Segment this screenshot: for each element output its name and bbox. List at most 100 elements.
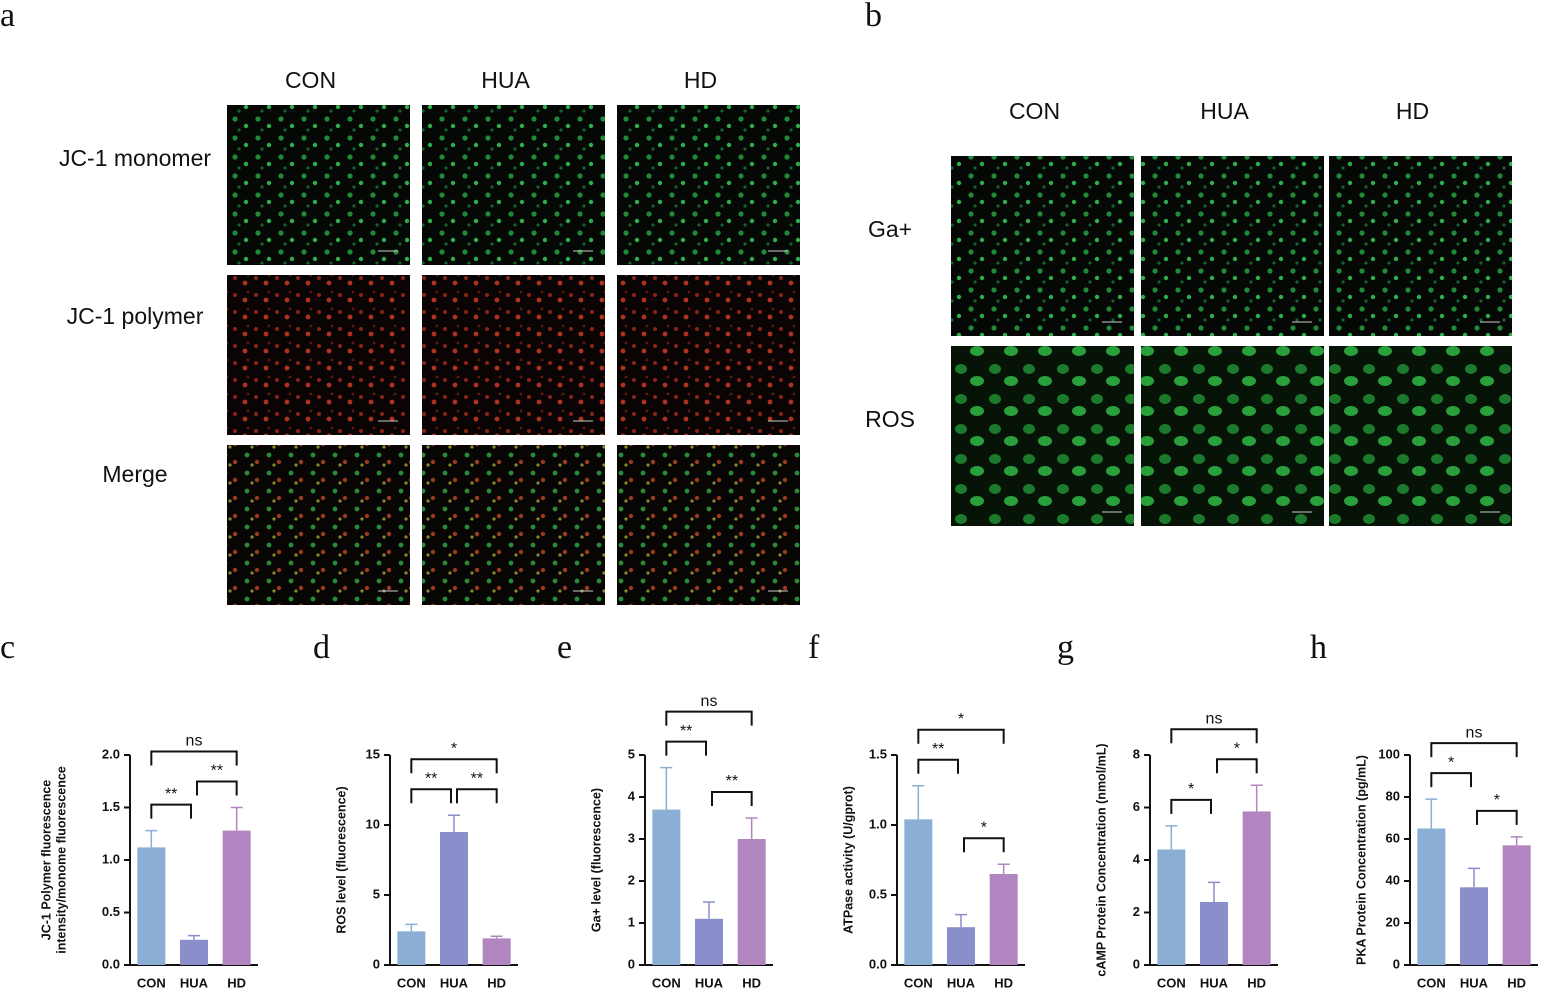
x-tick-label: CON: [137, 975, 166, 990]
micrograph: [1141, 346, 1324, 526]
panel-letter: a: [0, 0, 15, 34]
bar: [1460, 887, 1488, 965]
bar: [222, 830, 251, 965]
significance-label: ns: [186, 733, 203, 750]
bar: [1502, 845, 1531, 965]
x-tick-label: HD: [1507, 975, 1526, 990]
x-tick-label: CON: [1417, 975, 1446, 990]
row-label: Merge: [102, 461, 167, 487]
bar: [947, 927, 975, 965]
panel-letter: f: [808, 629, 820, 666]
y-tick-label: 4: [628, 788, 636, 803]
panel-letter: d: [313, 629, 330, 666]
significance-label: **: [932, 741, 944, 758]
significance-bracket: [917, 758, 959, 774]
significance-bracket: [456, 788, 498, 804]
micrograph: [951, 156, 1134, 336]
significance-bracket: [1170, 798, 1212, 814]
error-bar: [955, 913, 967, 928]
error-bar: [1208, 881, 1220, 902]
bar: [482, 938, 511, 965]
y-tick-label: 0.0: [102, 956, 120, 971]
bar: [397, 931, 426, 965]
row-label: JC-1 monomer: [59, 145, 211, 171]
y-tick-label: 3: [628, 830, 635, 845]
column-label: HD: [1396, 98, 1429, 124]
error-bar: [1250, 784, 1263, 812]
significance-label: ns: [701, 693, 718, 710]
y-tick-label: 80: [1386, 788, 1400, 803]
significance-bracket: [1430, 742, 1518, 758]
y-axis-label: ROS level (fluorescence): [334, 786, 348, 933]
y-tick-label: 0.5: [869, 886, 887, 901]
y-tick-label: 1.0: [869, 816, 887, 831]
y-tick-label: 0: [373, 956, 380, 971]
x-tick-label: HUA: [695, 975, 724, 990]
row-label: JC-1 polymer: [67, 303, 204, 329]
bar: [1157, 849, 1186, 965]
significance-bracket: [963, 837, 1005, 853]
y-tick-label: 100: [1378, 746, 1400, 761]
significance-label: *: [1448, 754, 1454, 771]
y-tick-label: 5: [373, 886, 380, 901]
bar: [652, 809, 681, 965]
row-label: ROS: [865, 406, 915, 432]
significance-label: **: [680, 723, 692, 740]
panel-letter: e: [557, 629, 572, 666]
bar: [989, 874, 1018, 965]
x-tick-label: CON: [397, 975, 426, 990]
significance-bracket: [1476, 809, 1518, 825]
panel-letter: g: [1057, 629, 1074, 666]
micrograph: [1329, 346, 1512, 526]
bar: [1242, 811, 1271, 965]
y-tick-label: 1.5: [102, 799, 120, 814]
significance-label: *: [1494, 792, 1500, 809]
significance-label: **: [425, 770, 437, 787]
error-bar: [230, 806, 243, 831]
micrograph: [617, 275, 800, 435]
panel-letter: c: [0, 629, 15, 666]
x-tick-label: HD: [1247, 975, 1266, 990]
micrograph: [617, 105, 800, 265]
significance-label: ns: [1466, 724, 1483, 741]
significance-label: **: [211, 763, 223, 780]
significance-label: **: [471, 770, 483, 787]
y-tick-label: 4: [1133, 851, 1141, 866]
significance-bracket: [665, 710, 753, 726]
error-bar: [145, 829, 158, 848]
y-tick-label: 5: [628, 746, 635, 761]
error-bar: [448, 814, 460, 832]
micrograph: [1329, 156, 1512, 336]
significance-bracket: [711, 791, 753, 806]
micrograph: [422, 275, 605, 435]
bar: [1417, 828, 1446, 965]
column-label: HUA: [481, 67, 530, 93]
micrograph: [422, 445, 605, 605]
significance-label: *: [1188, 781, 1194, 798]
bar: [180, 939, 208, 965]
bar: [737, 839, 766, 965]
y-tick-label: 1.5: [869, 746, 887, 761]
y-tick-label: 1.0: [102, 851, 120, 866]
x-tick-label: HD: [994, 975, 1013, 990]
significance-bracket: [196, 780, 238, 796]
x-tick-label: HUA: [1200, 975, 1229, 990]
x-tick-label: HD: [742, 975, 761, 990]
significance-bracket: [150, 750, 238, 766]
x-tick-label: HUA: [1460, 975, 1489, 990]
error-bar: [490, 935, 503, 939]
row-label: Ga+: [868, 216, 912, 242]
bar: [440, 832, 468, 965]
column-label: HUA: [1200, 98, 1249, 124]
error-bar: [405, 923, 418, 932]
micrograph: [227, 105, 410, 265]
micrograph: [227, 275, 410, 435]
x-tick-label: HD: [227, 975, 246, 990]
significance-bracket: [1430, 772, 1472, 788]
micrograph: [422, 105, 605, 265]
y-tick-label: 0: [628, 956, 635, 971]
x-tick-label: HUA: [947, 975, 976, 990]
y-tick-label: 6: [1133, 799, 1140, 814]
